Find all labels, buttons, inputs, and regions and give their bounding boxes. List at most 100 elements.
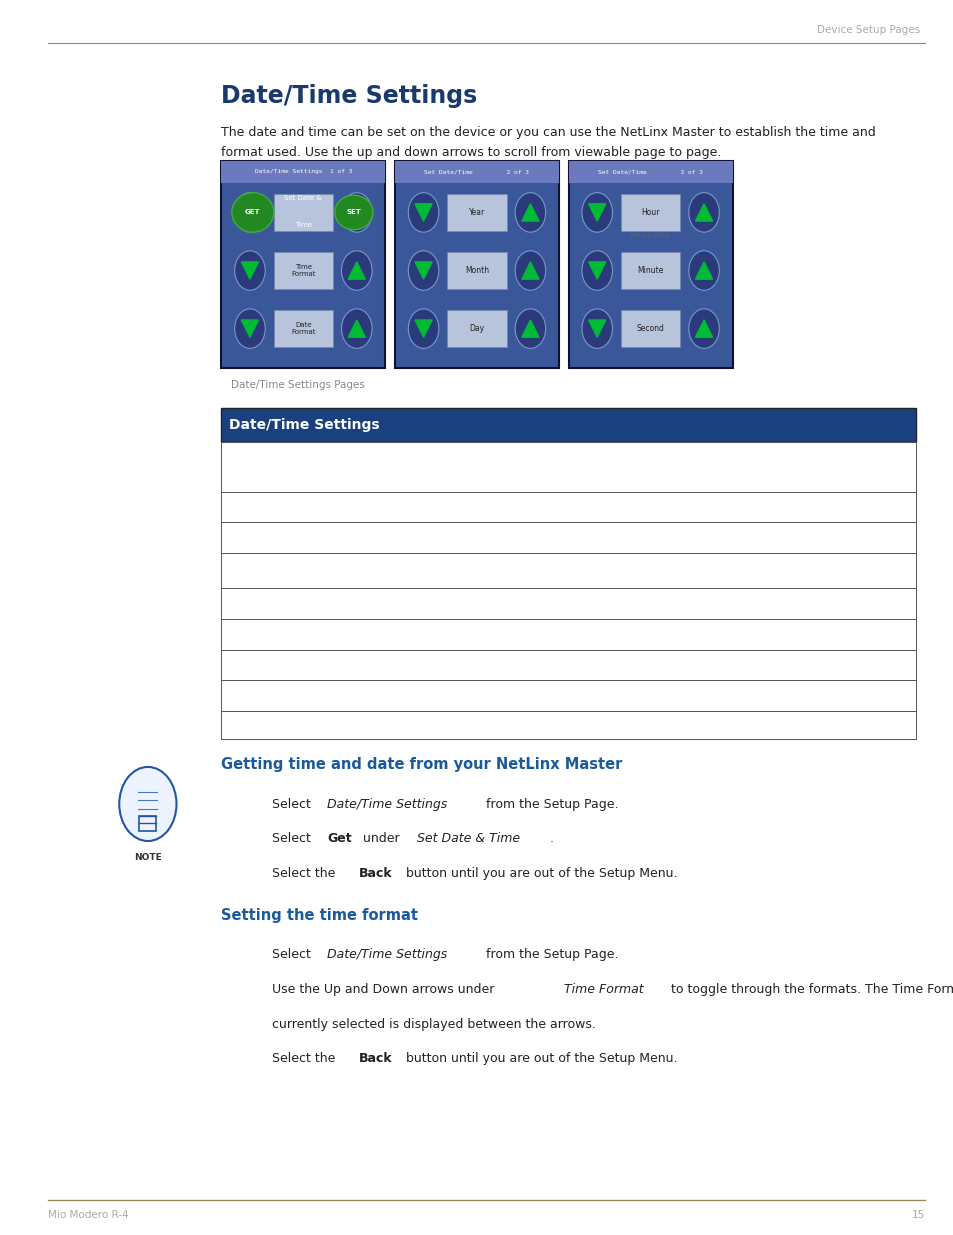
- Circle shape: [119, 767, 176, 841]
- Circle shape: [515, 309, 545, 348]
- Polygon shape: [241, 320, 258, 337]
- Text: NOTE: NOTE: [133, 853, 162, 862]
- Text: to toggle through the formats. The Time Format: to toggle through the formats. The Time …: [666, 983, 953, 997]
- Circle shape: [234, 309, 265, 348]
- Circle shape: [688, 251, 719, 290]
- Polygon shape: [588, 262, 605, 279]
- Text: Back: Back: [358, 1052, 392, 1066]
- Polygon shape: [588, 320, 605, 337]
- Text: Select: Select: [272, 798, 314, 811]
- Text: format used. Use the up and down arrows to scroll from viewable page to page.: format used. Use the up and down arrows …: [221, 146, 721, 159]
- Circle shape: [581, 193, 612, 232]
- Polygon shape: [695, 204, 712, 221]
- Text: Date/Time Settings: Date/Time Settings: [327, 948, 447, 962]
- Circle shape: [341, 193, 372, 232]
- Text: Time Format: Time Format: [563, 983, 643, 997]
- FancyBboxPatch shape: [221, 711, 915, 739]
- FancyBboxPatch shape: [221, 588, 915, 619]
- FancyBboxPatch shape: [395, 161, 558, 183]
- FancyBboxPatch shape: [568, 161, 732, 368]
- Text: Date/Time Settings Pages: Date/Time Settings Pages: [231, 380, 364, 390]
- Text: Get: Get: [327, 832, 352, 846]
- Text: GET: GET: [245, 210, 260, 215]
- Text: Date/Time Settings: Date/Time Settings: [327, 798, 447, 811]
- Text: Minute: Minute: [637, 266, 663, 275]
- Text: Time
Format: Time Format: [291, 264, 315, 278]
- Text: Set Date &: Set Date &: [284, 195, 322, 201]
- Polygon shape: [415, 262, 432, 279]
- Text: Back: Back: [358, 867, 392, 881]
- Ellipse shape: [232, 193, 274, 232]
- Circle shape: [581, 251, 612, 290]
- FancyBboxPatch shape: [447, 310, 506, 347]
- Text: .: .: [549, 832, 553, 846]
- Text: Select the: Select the: [272, 1052, 339, 1066]
- Circle shape: [515, 193, 545, 232]
- Text: 15: 15: [911, 1210, 924, 1220]
- Text: currently selected is displayed between the arrows.: currently selected is displayed between …: [272, 1018, 595, 1031]
- FancyBboxPatch shape: [139, 816, 156, 831]
- Polygon shape: [521, 204, 538, 221]
- Ellipse shape: [335, 195, 373, 230]
- Text: Select the: Select the: [272, 867, 339, 881]
- FancyBboxPatch shape: [221, 408, 915, 442]
- Text: Set Date & Time: Set Date & Time: [416, 832, 519, 846]
- Text: Hour: Hour: [640, 207, 659, 217]
- Text: Date
Format: Date Format: [291, 322, 315, 336]
- Text: Getting time and date from your NetLinx Master: Getting time and date from your NetLinx …: [221, 757, 622, 772]
- Polygon shape: [588, 204, 605, 221]
- Text: Mio Modero R-4: Mio Modero R-4: [48, 1210, 129, 1220]
- Circle shape: [408, 193, 438, 232]
- Circle shape: [234, 193, 265, 232]
- Text: Set Date/Time         2 of 3: Set Date/Time 2 of 3: [424, 169, 529, 174]
- FancyBboxPatch shape: [447, 252, 506, 289]
- Polygon shape: [415, 204, 432, 221]
- Text: Use the Up and Down arrows under: Use the Up and Down arrows under: [272, 983, 497, 997]
- Text: Select: Select: [272, 948, 314, 962]
- Text: from the Setup Page.: from the Setup Page.: [482, 798, 618, 811]
- FancyBboxPatch shape: [221, 553, 915, 588]
- Polygon shape: [241, 262, 258, 279]
- Text: Date/Time Settings  1 of 3: Date/Time Settings 1 of 3: [254, 169, 352, 174]
- Circle shape: [581, 309, 612, 348]
- Polygon shape: [241, 204, 258, 221]
- FancyBboxPatch shape: [620, 310, 679, 347]
- Circle shape: [234, 251, 265, 290]
- Text: Year: Year: [468, 207, 485, 217]
- FancyBboxPatch shape: [620, 194, 679, 231]
- FancyBboxPatch shape: [221, 650, 915, 680]
- FancyBboxPatch shape: [221, 442, 915, 492]
- Circle shape: [341, 251, 372, 290]
- Polygon shape: [415, 320, 432, 337]
- FancyBboxPatch shape: [221, 680, 915, 711]
- Text: MM:ary (0:23): MM:ary (0:23): [631, 233, 669, 238]
- Text: button until you are out of the Setup Menu.: button until you are out of the Setup Me…: [402, 867, 677, 881]
- Polygon shape: [521, 262, 538, 279]
- FancyBboxPatch shape: [221, 619, 915, 650]
- Text: Time: Time: [294, 222, 312, 228]
- Polygon shape: [695, 262, 712, 279]
- Circle shape: [688, 309, 719, 348]
- Polygon shape: [348, 262, 365, 279]
- Text: button until you are out of the Setup Menu.: button until you are out of the Setup Me…: [402, 1052, 677, 1066]
- FancyBboxPatch shape: [395, 161, 558, 368]
- Text: SET: SET: [346, 210, 361, 215]
- Text: under: under: [358, 832, 403, 846]
- FancyBboxPatch shape: [221, 161, 385, 183]
- Text: Second: Second: [636, 324, 664, 333]
- FancyBboxPatch shape: [221, 492, 915, 522]
- Text: Device Setup Pages: Device Setup Pages: [817, 25, 920, 35]
- Text: Date/Time Settings: Date/Time Settings: [221, 84, 477, 107]
- FancyBboxPatch shape: [274, 194, 333, 231]
- FancyBboxPatch shape: [221, 161, 385, 368]
- Polygon shape: [348, 320, 365, 337]
- Text: Set Date/Time         3 of 3: Set Date/Time 3 of 3: [598, 169, 702, 174]
- FancyBboxPatch shape: [274, 252, 333, 289]
- FancyBboxPatch shape: [221, 522, 915, 553]
- Polygon shape: [695, 320, 712, 337]
- Text: Setting the time format: Setting the time format: [221, 908, 417, 923]
- Circle shape: [515, 251, 545, 290]
- Text: from the Setup Page.: from the Setup Page.: [482, 948, 618, 962]
- Text: Day: Day: [469, 324, 484, 333]
- Polygon shape: [348, 204, 365, 221]
